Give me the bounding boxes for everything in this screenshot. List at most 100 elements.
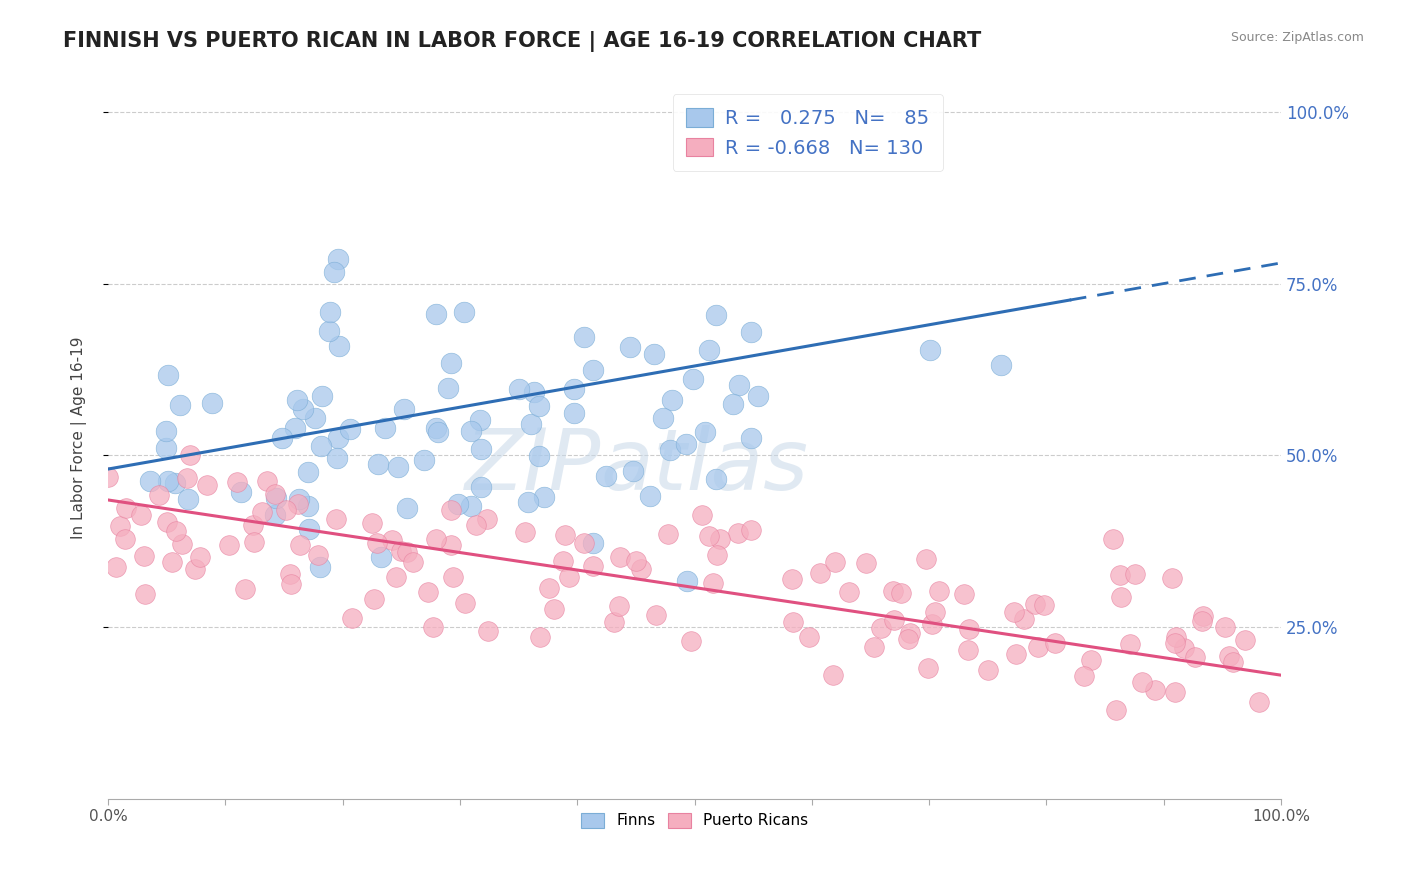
Point	[291, 401, 314, 416]
Point	[747, 389, 769, 403]
Point	[952, 587, 974, 601]
Point	[574, 330, 596, 344]
Point	[367, 457, 389, 471]
Point	[270, 431, 292, 445]
Point	[924, 605, 946, 619]
Point	[328, 339, 350, 353]
Point	[1119, 637, 1142, 651]
Point	[658, 443, 681, 458]
Point	[266, 491, 288, 505]
Point	[808, 566, 831, 581]
Point	[1191, 609, 1213, 624]
Point	[285, 393, 308, 408]
Point	[520, 417, 543, 431]
Point	[290, 538, 312, 552]
Point	[702, 576, 724, 591]
Point	[607, 599, 630, 613]
Point	[134, 587, 156, 601]
Point	[645, 607, 668, 622]
Point	[114, 532, 136, 546]
Point	[1191, 615, 1213, 629]
Point	[157, 474, 180, 488]
Point	[278, 566, 301, 581]
Point	[422, 619, 444, 633]
Point	[527, 449, 550, 463]
Point	[1002, 605, 1025, 619]
Point	[697, 529, 720, 543]
Point	[342, 611, 364, 625]
Point	[311, 388, 333, 402]
Y-axis label: In Labor Force | Age 16-19: In Labor Force | Age 16-19	[72, 337, 87, 540]
Point	[287, 497, 309, 511]
Point	[609, 550, 631, 565]
Point	[427, 425, 450, 439]
Point	[740, 432, 762, 446]
Point	[108, 518, 131, 533]
Point	[562, 382, 585, 396]
Point	[529, 630, 551, 644]
Point	[1213, 619, 1236, 633]
Point	[676, 574, 699, 588]
Point	[440, 356, 463, 370]
Point	[1164, 636, 1187, 650]
Point	[1080, 653, 1102, 667]
Point	[104, 560, 127, 574]
Point	[395, 501, 418, 516]
Point	[396, 545, 419, 559]
Point	[782, 615, 804, 629]
Point	[284, 421, 307, 435]
Point	[595, 468, 617, 483]
Point	[914, 552, 936, 566]
Point	[651, 411, 673, 425]
Point	[179, 448, 201, 462]
Point	[160, 555, 183, 569]
Point	[582, 558, 605, 573]
Point	[252, 506, 274, 520]
Point	[533, 490, 555, 504]
Point	[447, 497, 470, 511]
Point	[370, 549, 392, 564]
Point	[640, 489, 662, 503]
Point	[363, 591, 385, 606]
Point	[440, 538, 463, 552]
Point	[392, 402, 415, 417]
Point	[170, 537, 193, 551]
Point	[957, 623, 980, 637]
Point	[1163, 684, 1185, 698]
Point	[97, 469, 120, 483]
Point	[554, 527, 576, 541]
Point	[1024, 597, 1046, 611]
Point	[630, 562, 652, 576]
Point	[799, 630, 821, 644]
Point	[413, 453, 436, 467]
Point	[389, 543, 412, 558]
Point	[309, 559, 332, 574]
Point	[619, 341, 641, 355]
Point	[740, 325, 762, 339]
Point	[863, 640, 886, 655]
Point	[176, 470, 198, 484]
Point	[517, 495, 540, 509]
Point	[572, 536, 595, 550]
Point	[264, 487, 287, 501]
Point	[838, 584, 860, 599]
Point	[468, 413, 491, 427]
Point	[319, 304, 342, 318]
Point	[425, 533, 447, 547]
Point	[1109, 567, 1132, 582]
Point	[780, 572, 803, 586]
Point	[374, 420, 396, 434]
Point	[1233, 633, 1256, 648]
Point	[304, 410, 326, 425]
Point	[165, 524, 187, 538]
Point	[387, 460, 409, 475]
Point	[957, 643, 980, 657]
Point	[381, 533, 404, 547]
Point	[706, 548, 728, 562]
Point	[581, 535, 603, 549]
Point	[280, 577, 302, 591]
Point	[581, 363, 603, 377]
Point	[437, 381, 460, 395]
Point	[460, 499, 482, 513]
Point	[1032, 598, 1054, 612]
